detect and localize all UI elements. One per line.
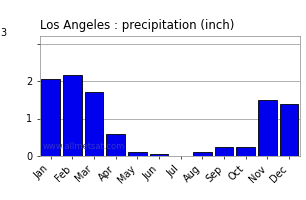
Bar — [193, 152, 211, 156]
Bar — [237, 147, 255, 156]
Bar — [41, 79, 60, 156]
Bar — [128, 152, 147, 156]
Bar — [63, 75, 81, 156]
Text: 3: 3 — [0, 28, 6, 38]
Bar — [280, 104, 298, 156]
Bar — [106, 134, 125, 156]
Bar — [258, 100, 277, 156]
Bar — [85, 92, 103, 156]
Text: Los Angeles : precipitation (inch): Los Angeles : precipitation (inch) — [40, 19, 234, 32]
Bar — [215, 147, 233, 156]
Bar — [150, 154, 168, 156]
Text: www.allmetsat.com: www.allmetsat.com — [42, 142, 125, 151]
